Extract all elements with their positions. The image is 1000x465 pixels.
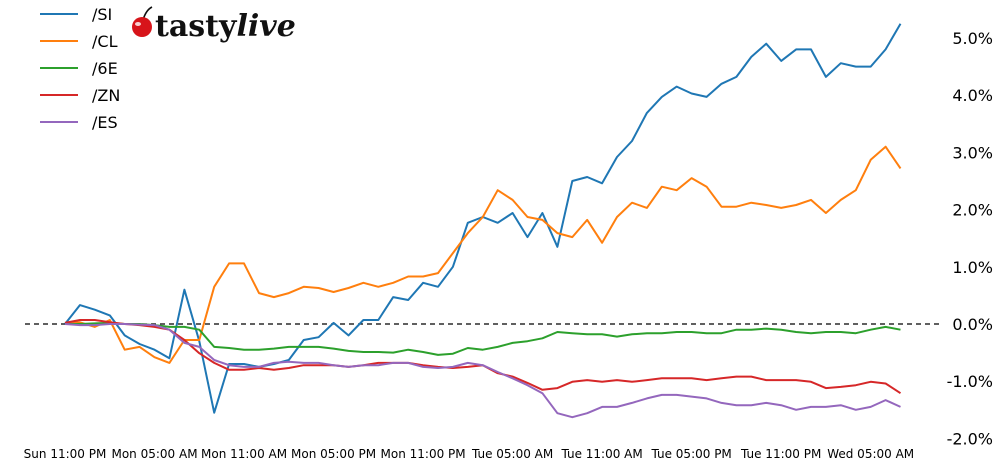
y-tick-label: 2.0% — [952, 201, 993, 220]
logo-text: tastylive — [155, 9, 296, 44]
legend-label: /SI — [92, 5, 112, 24]
x-tick-label: Mon 11:00 AM — [201, 447, 287, 461]
legend-label: /ZN — [92, 86, 120, 105]
legend-label: /6E — [92, 59, 118, 78]
y-axis-ticks: -2.0% -1.0% 0.0% 1.0% 2.0% 3.0% 4.0% 5.0% — [947, 29, 993, 448]
x-tick-label: Sun 11:00 PM — [24, 447, 107, 461]
series-line-es — [64, 323, 901, 419]
series-line-zn — [64, 319, 902, 395]
series-line-6e — [65, 321, 901, 356]
legend-label: /ES — [92, 113, 118, 132]
y-tick-label: 0.0% — [952, 315, 993, 334]
x-tick-label: Tue 05:00 PM — [650, 447, 731, 461]
y-tick-label: 5.0% — [952, 29, 993, 48]
x-tick-label: Tue 05:00 AM — [471, 447, 553, 461]
legend-label: /CL — [92, 32, 118, 51]
y-tick-label: 1.0% — [952, 258, 993, 277]
x-tick-label: Tue 11:00 AM — [560, 447, 642, 461]
series-layer — [64, 23, 902, 419]
tastylive-logo: tastylive — [132, 6, 296, 44]
cherry-icon — [132, 6, 153, 37]
x-axis-ticks: Sun 11:00 PM Mon 05:00 AM Mon 11:00 AM Mon … — [24, 447, 914, 461]
y-tick-label: -2.0% — [947, 429, 993, 448]
x-tick-label: Mon 05:00 AM — [111, 447, 197, 461]
x-tick-label: Mon 11:00 PM — [381, 447, 466, 461]
y-tick-label: 3.0% — [952, 143, 993, 162]
y-tick-label: -1.0% — [947, 372, 993, 391]
series-line-cl — [64, 145, 902, 364]
legend: /SI/CL/6E/ZN/ES — [40, 5, 120, 132]
x-tick-label: Wed 05:00 AM — [827, 447, 914, 461]
x-tick-label: Mon 05:00 PM — [291, 447, 376, 461]
y-tick-label: 4.0% — [952, 86, 993, 105]
x-tick-label: Tue 11:00 PM — [740, 447, 821, 461]
